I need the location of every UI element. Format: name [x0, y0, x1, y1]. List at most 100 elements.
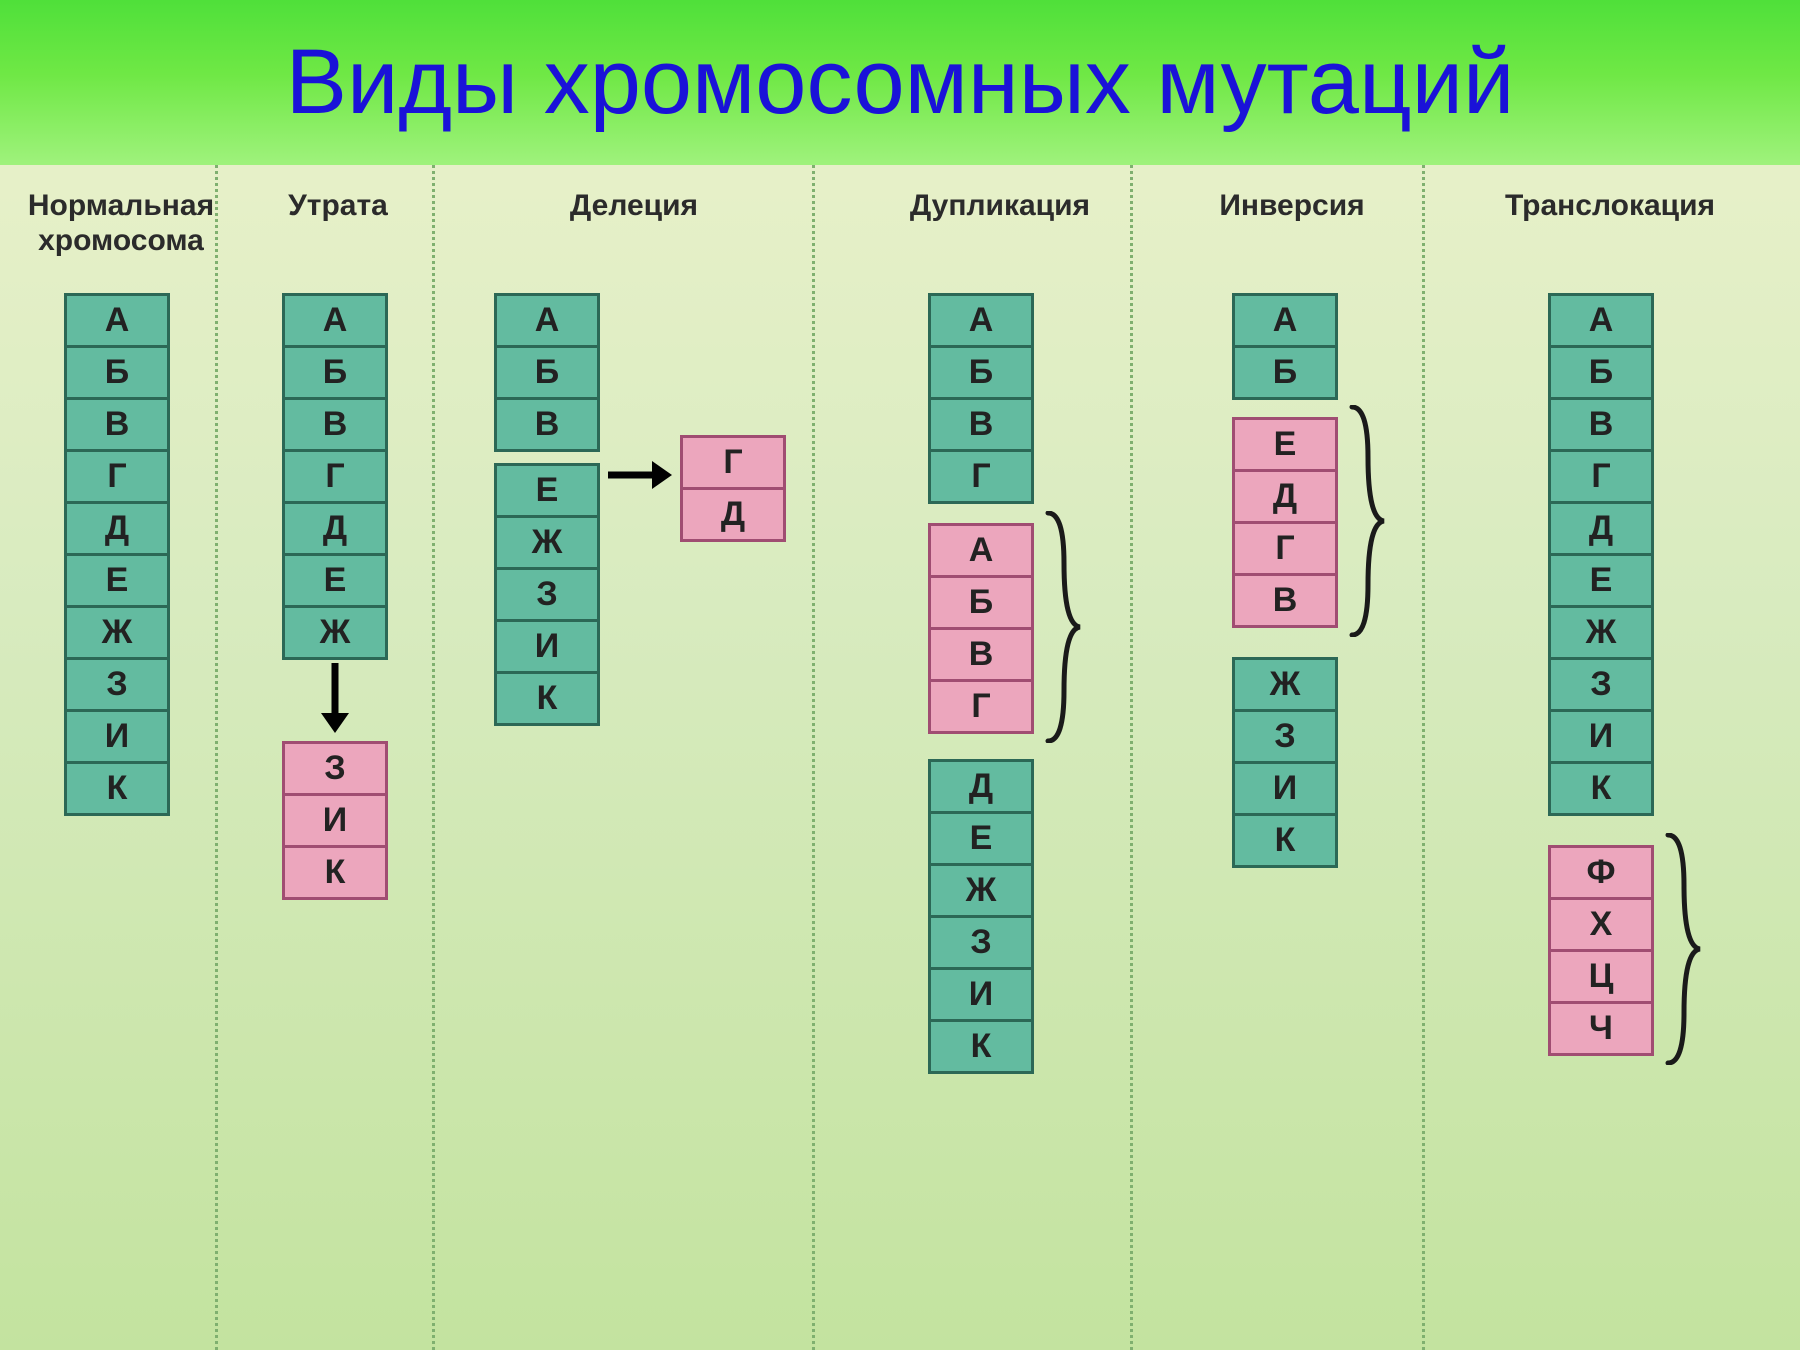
column-separator — [1130, 165, 1133, 1350]
gene-cell: Д — [64, 501, 170, 556]
gene-cell: Д — [282, 501, 388, 556]
gene-cell: Ж — [928, 863, 1034, 918]
gene-cell: Ж — [1548, 605, 1654, 660]
column-separator — [812, 165, 815, 1350]
column-label-deletion: Делеция — [534, 189, 734, 224]
gene-cell: В — [928, 397, 1034, 452]
gene-cell: Е — [494, 463, 600, 518]
column-separator — [215, 165, 218, 1350]
stack-inv_bot: ЖЗИК — [1232, 657, 1338, 868]
gene-cell: И — [928, 967, 1034, 1022]
gene-cell: Ц — [1548, 949, 1654, 1004]
gene-cell: А — [64, 293, 170, 348]
gene-cell: А — [282, 293, 388, 348]
gene-cell: Е — [64, 553, 170, 608]
column-label-duplication: Дупликация — [880, 189, 1120, 224]
gene-cell: Г — [928, 679, 1034, 734]
stack-loss_top: АБВГДЕЖ — [282, 293, 388, 660]
gene-cell: Г — [282, 449, 388, 504]
gene-cell: А — [1548, 293, 1654, 348]
stack-trans_bot: ФХЦЧ — [1548, 845, 1654, 1056]
gene-cell: И — [1232, 761, 1338, 816]
title-bar: Виды хромосомных мутаций — [0, 0, 1800, 165]
gene-cell: Б — [282, 345, 388, 400]
stack-dup_bot: ДЕЖЗИК — [928, 759, 1034, 1074]
gene-cell: Б — [928, 345, 1034, 400]
gene-cell: А — [928, 293, 1034, 348]
gene-cell: К — [494, 671, 600, 726]
gene-cell: Ж — [1232, 657, 1338, 712]
gene-cell: А — [494, 293, 600, 348]
gene-cell: З — [1548, 657, 1654, 712]
gene-cell: Ж — [282, 605, 388, 660]
arrow-down-icon — [320, 663, 350, 733]
stack-dup_top: АБВГ — [928, 293, 1034, 504]
gene-cell: Г — [928, 449, 1034, 504]
page-title: Виды хромосомных мутаций — [286, 30, 1515, 135]
gene-cell: Б — [1232, 345, 1338, 400]
gene-cell: Е — [282, 553, 388, 608]
arrow-right-icon — [608, 460, 672, 490]
gene-cell: Б — [1548, 345, 1654, 400]
gene-cell: З — [928, 915, 1034, 970]
gene-cell: А — [928, 523, 1034, 578]
column-separator — [432, 165, 435, 1350]
gene-cell: З — [64, 657, 170, 712]
gene-cell: И — [1548, 709, 1654, 764]
column-label-loss: Утрата — [258, 189, 418, 224]
gene-cell: Б — [64, 345, 170, 400]
diagram-area: Нормальная хромосома Утрата Делеция Дуплика… — [0, 165, 1800, 1350]
gene-cell: В — [494, 397, 600, 452]
gene-cell: В — [928, 627, 1034, 682]
gene-cell: В — [282, 397, 388, 452]
gene-cell: Ж — [494, 515, 600, 570]
gene-cell: В — [1232, 573, 1338, 628]
stack-inv_mid: ЕДГВ — [1232, 417, 1338, 628]
gene-cell: З — [494, 567, 600, 622]
gene-cell: К — [1548, 761, 1654, 816]
stack-loss_cut: ЗИК — [282, 741, 388, 900]
gene-cell: Ф — [1548, 845, 1654, 900]
stack-del_top: АБВ — [494, 293, 600, 452]
gene-cell: Г — [680, 435, 786, 490]
gene-cell: В — [1548, 397, 1654, 452]
gene-cell: Ж — [64, 605, 170, 660]
gene-cell: Ч — [1548, 1001, 1654, 1056]
gene-cell: Д — [1232, 469, 1338, 524]
stack-normal: АБВГДЕЖЗИК — [64, 293, 170, 816]
gene-cell: Е — [1232, 417, 1338, 472]
gene-cell: Б — [494, 345, 600, 400]
column-label-normal: Нормальная хромосома — [26, 189, 216, 258]
stack-dup_mid: АБВГ — [928, 523, 1034, 734]
column-separator — [1422, 165, 1425, 1350]
gene-cell: З — [1232, 709, 1338, 764]
gene-cell: Х — [1548, 897, 1654, 952]
brace-dup — [1044, 511, 1084, 748]
gene-cell: К — [64, 761, 170, 816]
gene-cell: Д — [928, 759, 1034, 814]
gene-cell: К — [928, 1019, 1034, 1074]
gene-cell: В — [64, 397, 170, 452]
gene-cell: А — [1232, 293, 1338, 348]
stack-del_bot: ЕЖЗИК — [494, 463, 600, 726]
gene-cell: И — [494, 619, 600, 674]
gene-cell: Е — [1548, 553, 1654, 608]
gene-cell: З — [282, 741, 388, 796]
gene-cell: К — [282, 845, 388, 900]
gene-cell: Г — [1232, 521, 1338, 576]
column-label-inversion: Инверсия — [1182, 189, 1402, 224]
stack-inv_top: АБ — [1232, 293, 1338, 400]
gene-cell: И — [282, 793, 388, 848]
brace-inv — [1348, 405, 1388, 642]
gene-cell: Г — [1548, 449, 1654, 504]
stack-del_cut: ГД — [680, 435, 786, 542]
gene-cell: И — [64, 709, 170, 764]
gene-cell: Д — [1548, 501, 1654, 556]
stack-trans_top: АБВГДЕЖЗИК — [1548, 293, 1654, 816]
column-label-translocation: Транслокация — [1470, 189, 1750, 224]
brace-trans — [1664, 833, 1704, 1070]
gene-cell: К — [1232, 813, 1338, 868]
gene-cell: Б — [928, 575, 1034, 630]
gene-cell: Е — [928, 811, 1034, 866]
gene-cell: Г — [64, 449, 170, 504]
